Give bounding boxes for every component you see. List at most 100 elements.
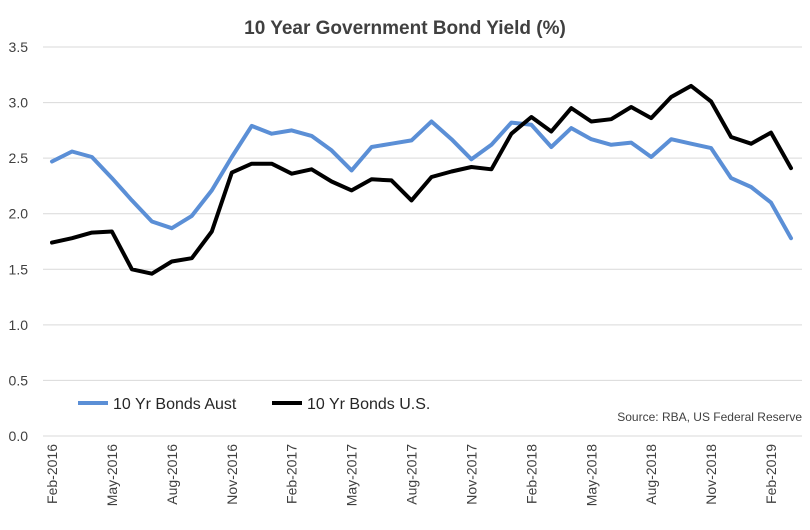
x-tick-label: Aug-2018: [643, 444, 659, 505]
data-point: [90, 231, 94, 235]
data-point: [729, 176, 733, 180]
gridlines: [43, 46, 802, 437]
data-point: [569, 126, 573, 130]
data-point: [230, 155, 234, 159]
y-tick-label: 0.0: [9, 428, 29, 444]
data-point: [589, 119, 593, 123]
data-point: [110, 176, 114, 180]
data-point: [669, 95, 673, 99]
data-point: [729, 135, 733, 139]
data-point: [689, 142, 693, 146]
data-point: [769, 131, 773, 135]
data-point: [290, 172, 294, 176]
series-lines: [50, 83, 793, 276]
data-point: [210, 229, 214, 233]
data-point: [150, 219, 154, 223]
data-point: [689, 84, 693, 88]
x-tick-label: Aug-2016: [164, 444, 180, 505]
chart-title: 10 Year Government Bond Yield (%): [244, 18, 566, 39]
data-point: [410, 138, 414, 142]
series-1: [50, 83, 793, 276]
data-point: [469, 157, 473, 161]
data-point: [150, 272, 154, 276]
data-point: [70, 236, 74, 240]
data-point: [529, 115, 533, 119]
data-point: [170, 260, 174, 264]
data-point: [50, 159, 54, 163]
data-point: [270, 162, 274, 166]
x-tick-label: Nov-2017: [463, 444, 479, 505]
data-point: [250, 162, 254, 166]
data-point: [629, 105, 633, 109]
data-point: [190, 214, 194, 218]
x-tick-label: May-2017: [344, 444, 360, 506]
data-point: [609, 143, 613, 147]
source-note: Source: RBA, US Federal Reserve: [617, 410, 802, 424]
data-point: [70, 149, 74, 153]
x-axis-ticks: Feb-2016 May-2016 Aug-2016 Nov-2016 Feb-2017…: [44, 444, 779, 506]
data-point: [350, 168, 354, 172]
x-tick-label: May-2016: [104, 444, 120, 506]
legend: 10 Yr Bonds Aust 10 Yr Bonds U.S.: [78, 396, 430, 413]
y-tick-label: 1.5: [9, 261, 29, 277]
data-point: [489, 167, 493, 171]
data-point: [649, 116, 653, 120]
data-point: [629, 141, 633, 145]
data-point: [370, 177, 374, 181]
series-line: [50, 119, 793, 241]
data-point: [769, 201, 773, 205]
series-0: [50, 119, 793, 241]
data-point: [669, 137, 673, 141]
data-point: [429, 119, 433, 123]
data-point: [509, 121, 513, 125]
data-point: [390, 178, 394, 182]
data-point: [170, 226, 174, 230]
data-point: [429, 175, 433, 179]
x-tick-label: Feb-2018: [523, 444, 539, 504]
data-point: [270, 132, 274, 136]
x-tick-label: Feb-2016: [44, 444, 60, 504]
data-point: [310, 167, 314, 171]
x-tick-label: May-2018: [583, 444, 599, 506]
data-point: [90, 155, 94, 159]
data-point: [110, 229, 114, 233]
x-tick-label: Feb-2019: [763, 444, 779, 504]
x-tick-label: Nov-2016: [224, 444, 240, 505]
y-tick-label: 3.5: [9, 39, 29, 55]
x-tick-label: Feb-2017: [284, 444, 300, 504]
data-point: [789, 166, 793, 170]
data-point: [749, 185, 753, 189]
data-point: [50, 241, 54, 245]
y-axis-ticks: 0.0 0.5 1.0 1.5 2.0 2.5 3.0 3.5: [9, 39, 29, 444]
data-point: [609, 117, 613, 121]
data-point: [709, 146, 713, 150]
data-point: [210, 188, 214, 192]
data-point: [489, 143, 493, 147]
y-tick-label: 3.0: [9, 95, 29, 111]
data-point: [549, 145, 553, 149]
data-point: [469, 165, 473, 169]
data-point: [789, 236, 793, 240]
data-point: [250, 124, 254, 128]
data-point: [549, 129, 553, 133]
legend-label: 10 Yr Bonds Aust: [113, 396, 237, 413]
data-point: [230, 171, 234, 175]
data-point: [350, 188, 354, 192]
data-point: [130, 267, 134, 271]
data-point: [390, 142, 394, 146]
data-point: [589, 137, 593, 141]
data-point: [310, 134, 314, 138]
data-point: [130, 198, 134, 202]
data-point: [509, 132, 513, 136]
data-point: [190, 256, 194, 260]
y-tick-label: 2.0: [9, 206, 29, 222]
data-point: [649, 155, 653, 159]
data-point: [529, 123, 533, 127]
data-point: [709, 99, 713, 103]
data-point: [749, 142, 753, 146]
data-point: [569, 106, 573, 110]
series-line: [50, 83, 793, 276]
data-point: [370, 145, 374, 149]
